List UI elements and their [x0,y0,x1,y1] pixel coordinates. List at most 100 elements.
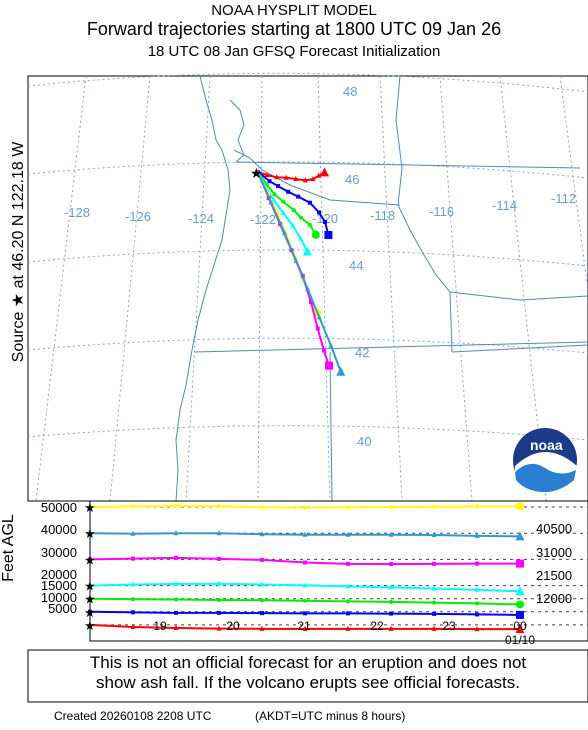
model-title: NOAA HYSPLIT MODEL [211,2,377,19]
x-tick-label: 22 [370,619,384,633]
height-point [345,583,351,589]
trajectory-point [310,176,316,182]
logo-text: noaa [530,437,563,453]
right-height-label: 21500 [536,568,572,583]
height-point [260,598,264,603]
trajectory-point [267,179,272,184]
right-height-label: 31000 [536,545,572,560]
disclaimer: This is not an official forecast for an … [28,653,588,693]
source-star-icon: ★ [84,593,96,608]
height-point [431,532,437,538]
trajectory-point [321,348,326,353]
height-point [88,557,92,562]
lon-label: -116 [429,204,454,219]
trajectory-point [264,172,270,178]
y-tick-label: 30000 [41,545,77,560]
height-point [174,503,178,508]
height-point [388,531,394,537]
trajectory-point [272,192,277,197]
height-point [431,625,437,631]
trajectory-point [316,314,322,320]
trajectory-point [315,326,320,331]
right-height-label: 40500 [536,521,572,536]
height-point [260,611,264,616]
trajectory-point [316,172,322,178]
height-point [303,560,307,565]
trajectory-point [298,235,304,241]
height-point [174,555,178,560]
trajectory-point [281,199,286,204]
height-point [87,582,93,588]
lon-label: -112 [551,191,576,206]
height-point [131,556,135,561]
height-point [475,601,479,606]
trajectory-point [323,219,328,224]
trajectory-point [307,222,312,227]
height-point [388,584,394,590]
chart-subtitle: 18 UTC 08 Jan GFSQ Forecast Initializati… [147,43,441,60]
trajectory-point [293,176,299,182]
height-point [88,505,92,509]
height-point [173,530,179,536]
height-point [302,531,308,537]
height-point [216,580,222,586]
height-point [131,610,135,615]
y-tick-label: 10000 [41,590,77,605]
height-point [216,530,222,536]
lat-label: 40 [357,434,371,449]
height-point [130,581,136,587]
source-star-icon: ★ [250,166,263,182]
height-point [432,561,436,566]
trajectory-point [307,200,312,205]
trajectory-point [280,209,286,215]
source-star-icon: ★ [84,553,96,568]
height-point [88,609,92,614]
height-point [173,625,179,631]
height-point [345,625,351,631]
trajectory-point [311,230,320,239]
right-height-label: 12000 [536,591,572,606]
trajectory-point [302,177,308,183]
height-point [346,505,350,510]
source-star-icon: ★ [84,619,96,634]
chart-title: Forward trajectories starting at 1800 UT… [86,19,502,39]
trajectory-point [324,231,333,240]
height-point [431,585,437,591]
lon-label: -118 [370,208,395,223]
lon-label: -114 [492,198,517,213]
trajectory-point [276,184,281,189]
trajectory-point [274,174,280,180]
height-point [516,502,524,511]
lon-label: -128 [64,205,90,220]
trajectory-point [309,300,314,305]
height-panel [89,500,588,642]
height-point [432,504,436,509]
height-point [302,625,308,631]
height-point [474,586,480,592]
trajectory-point [283,174,289,180]
source-star-icon: ★ [84,606,96,621]
height-point [475,504,479,509]
height-series: ★★★★★★★ [84,501,525,634]
trajectory-point [296,194,301,199]
disclaimer-line: show ash fall. If the volcano erupts see… [96,673,520,692]
height-point [174,597,178,602]
x-tick-label: 20 [226,619,240,633]
x-tick-sublabel: 01/10 [505,633,535,647]
disclaimer-frame [27,649,588,703]
x-tick-label: 00 [513,619,527,633]
created-stamp: Created 20260108 2208 UTC [54,709,212,723]
height-point [474,626,480,632]
height-point [130,530,136,536]
height-point [259,625,265,631]
trajectory-point [325,361,334,370]
height-point [389,562,393,567]
trajectory-point [281,229,287,235]
height-point [259,581,265,587]
y-tick-label: 50000 [41,500,77,515]
y-tick-label: 20000 [41,567,77,582]
height-point [260,505,264,510]
height-point [516,610,524,619]
height-point [515,531,525,541]
